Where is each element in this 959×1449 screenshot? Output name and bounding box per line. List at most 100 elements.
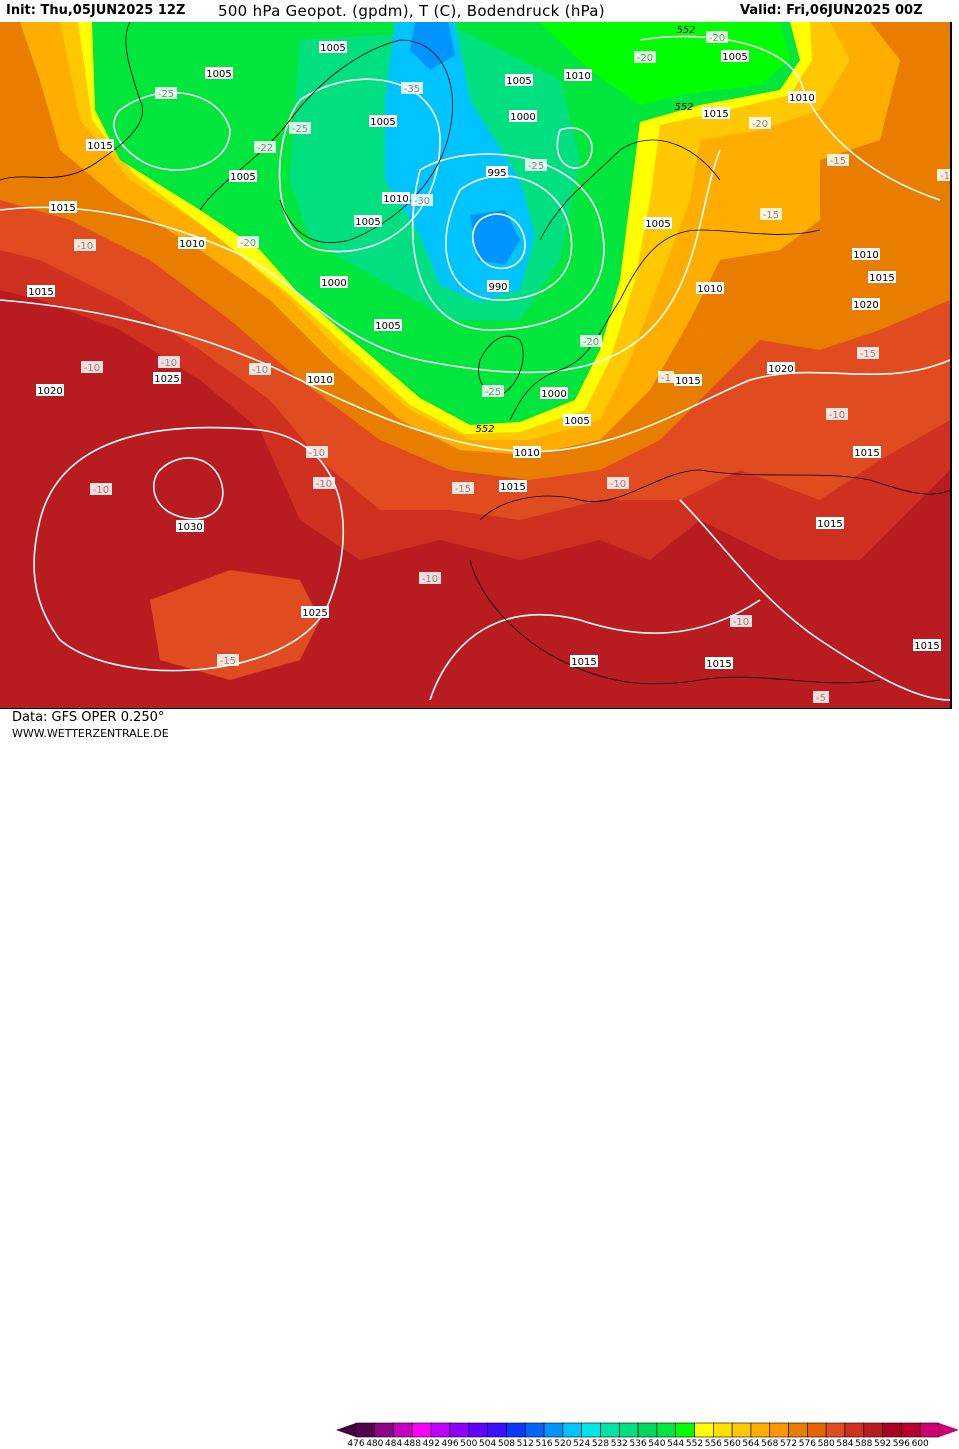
field-light-blue: [410, 22, 520, 265]
legend-label: 524: [573, 1439, 591, 1449]
label-background: [237, 236, 259, 248]
isobar-label: 1005: [722, 52, 747, 63]
legend-swatch: [788, 1422, 808, 1438]
temperature-label: -20: [583, 337, 599, 348]
geopotential-label: 552: [674, 102, 693, 113]
website: WWW.WETTERZENTRALE.DE: [12, 727, 169, 740]
label-background: [153, 372, 181, 384]
legend-swatch: [487, 1422, 507, 1438]
isobar-label: 1005: [206, 69, 231, 80]
isobar-lines: [0, 35, 950, 701]
temperature-label: -10: [610, 479, 626, 490]
init-time: Init: Thu,05JUN2025 12Z: [6, 3, 186, 18]
label-background: [482, 385, 504, 397]
isobar-label: 1005: [230, 172, 255, 183]
legend-swatch: [506, 1422, 526, 1438]
label-background: [826, 408, 848, 420]
temperature-label: -25: [292, 124, 308, 135]
legend-label: 572: [779, 1439, 798, 1449]
label-background: [155, 87, 177, 99]
temperature-label: -15: [830, 156, 846, 167]
temperature-label: -15: [763, 210, 779, 221]
label-background: [564, 69, 592, 81]
label-background: [382, 192, 410, 204]
legend-swatch: [863, 1422, 883, 1438]
label-background: [816, 517, 844, 529]
isobar-label: 1015: [817, 519, 842, 530]
label-background: [36, 384, 64, 396]
geopotential-label: 552: [475, 424, 494, 435]
temperature-label: -25: [485, 387, 501, 398]
isobar-label: 1010: [179, 239, 204, 250]
label-background: [86, 139, 114, 151]
legend-label: 556: [704, 1439, 722, 1449]
isobar-label: 1000: [510, 112, 535, 123]
contour-line: [113, 91, 231, 171]
legend-label: 532: [610, 1439, 628, 1449]
temperature-label: -10: [161, 358, 177, 369]
label-background: [570, 655, 598, 667]
label-background: [702, 107, 730, 119]
label-background: [499, 480, 527, 492]
label-background: [452, 482, 474, 494]
temperature-label: -20: [637, 53, 653, 64]
legend-label: 540: [648, 1439, 666, 1449]
label-background: [857, 347, 879, 359]
label-background: [27, 285, 55, 297]
legend-label: 504: [479, 1439, 497, 1449]
legend-swatch: [374, 1422, 394, 1438]
label-background: [540, 387, 568, 399]
label-background: [319, 41, 347, 53]
legend-swatch: [901, 1422, 921, 1438]
temperature-label: -35: [404, 84, 420, 95]
temperature-label: -10: [309, 448, 325, 459]
isobar-label: 1015: [500, 482, 525, 493]
contour-line: [539, 139, 721, 241]
isobar-label: 1010: [697, 284, 722, 295]
isobar-label: 1015: [854, 448, 879, 459]
color-legend: 476 480 484 488 492 496 500 504 508 512 516 520 524 5…: [336, 1422, 959, 1449]
label-background: [513, 446, 541, 458]
footer: Data: GFS OPER 0.250° WWW.WETTERZENTRALE…: [0, 709, 959, 1449]
label-background: [696, 282, 724, 294]
data-source: Data: GFS OPER 0.250°: [12, 710, 165, 725]
legend-swatch: [581, 1422, 601, 1438]
legend-swatch: [713, 1422, 733, 1438]
label-background: [401, 82, 423, 94]
isobar-label: 1015: [914, 641, 939, 652]
temperature-label: -22: [257, 143, 273, 154]
header: Init: Thu,05JUN2025 12Z 500 hPa Geopot. …: [0, 0, 959, 22]
contour-line: [33, 426, 344, 672]
isobar-label: 1030: [177, 522, 202, 533]
isobar-label: 1005: [355, 217, 380, 228]
isobar-label: 1025: [302, 608, 327, 619]
temperature-label: -10: [77, 241, 93, 252]
weather-map: 1005 1005 1005 1010 552 -20 1005 -20 1010 552 1015…: [0, 22, 952, 709]
label-background: [913, 639, 941, 651]
temperature-label: -20: [752, 119, 768, 130]
legend-arrow-left: [336, 1423, 356, 1437]
label-background: [81, 361, 103, 373]
label-background: [411, 194, 433, 206]
label-background: [306, 373, 334, 385]
temperature-label: -15: [220, 656, 236, 667]
legend-label: 520: [554, 1439, 572, 1449]
label-background: [205, 67, 233, 79]
contour-line: [199, 39, 453, 243]
isobar-label: 1015: [675, 376, 700, 387]
label-background: [721, 50, 749, 62]
temperature-label: -20: [240, 238, 256, 249]
contour-line: [471, 213, 526, 270]
coastlines: [0, 22, 950, 685]
label-background: [289, 122, 311, 134]
label-background: [868, 271, 896, 283]
temperature-label: -25: [528, 161, 544, 172]
label-background: [749, 117, 771, 129]
label-background: [249, 363, 271, 375]
legend-bar: [336, 1422, 959, 1438]
temperature-label: -10: [422, 574, 438, 585]
label-background: [813, 691, 829, 703]
contour-line: [278, 78, 441, 253]
legend-swatch: [919, 1422, 940, 1438]
label-background: [730, 615, 752, 627]
